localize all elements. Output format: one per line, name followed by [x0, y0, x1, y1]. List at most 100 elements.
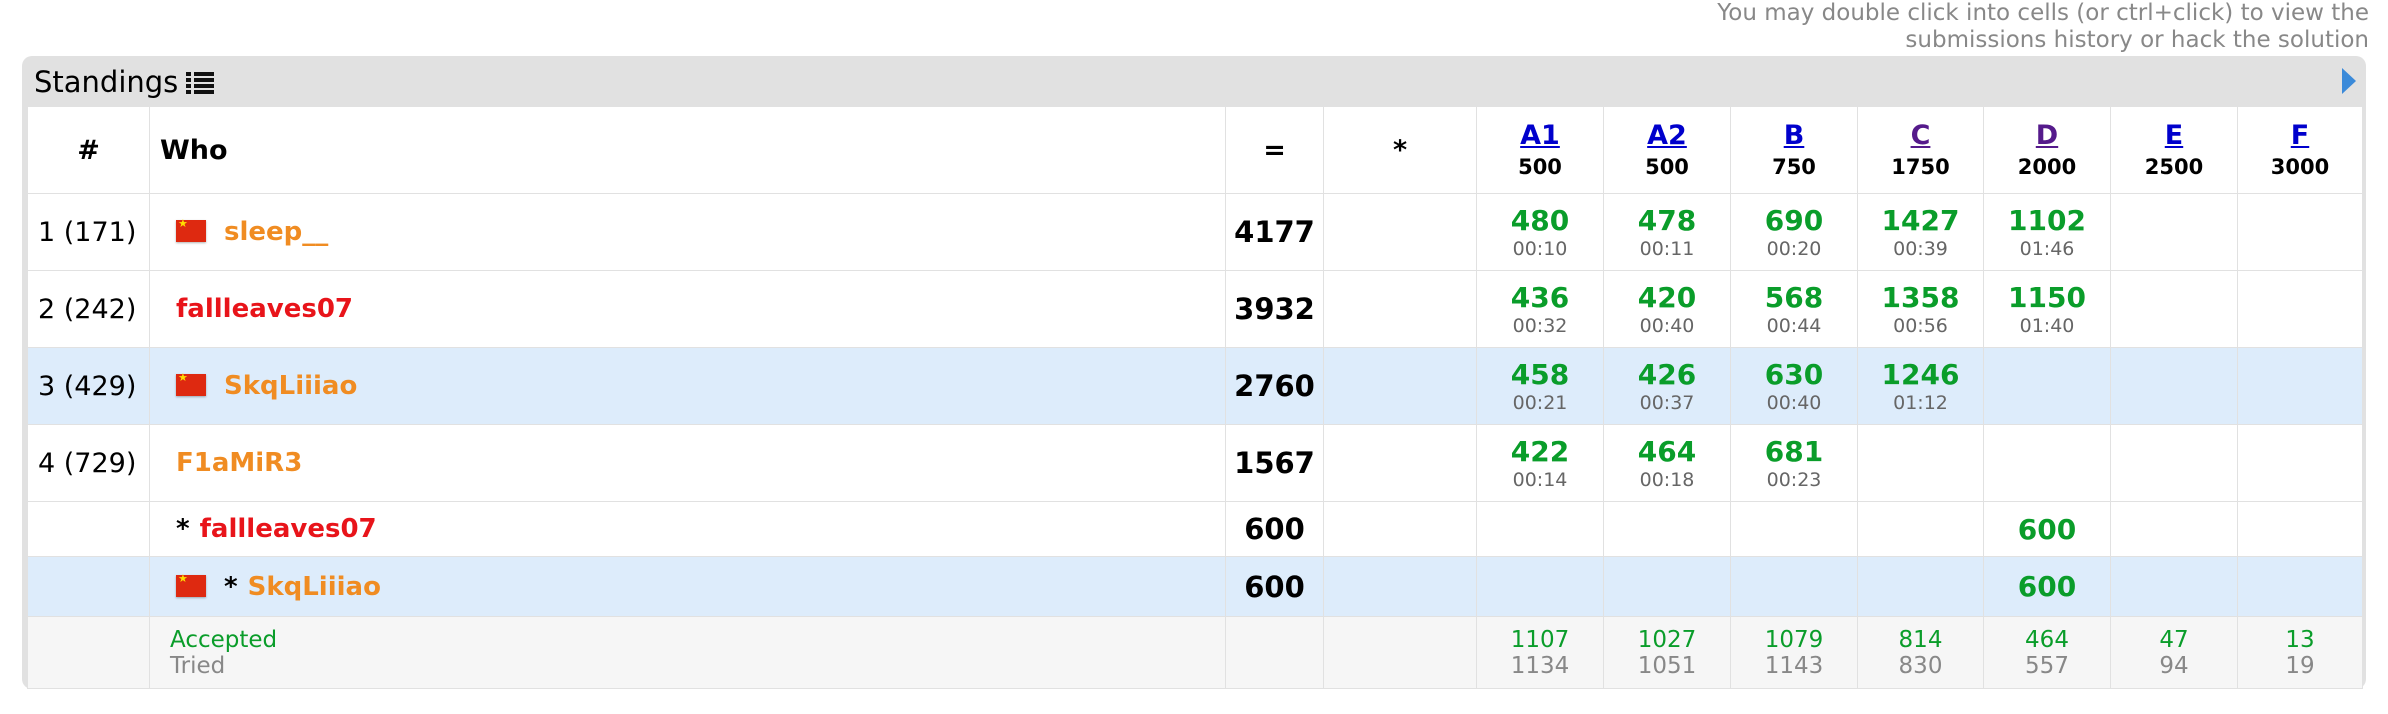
- problem-cell[interactable]: [1476, 556, 1604, 617]
- problem-points-value: 568: [1764, 280, 1824, 314]
- header-rank: #: [27, 106, 150, 194]
- rank-cell: 3 (429): [27, 347, 150, 425]
- score-cell: 1567: [1225, 424, 1324, 502]
- problem-cell[interactable]: [1857, 424, 1984, 502]
- tried-count: 94: [2159, 652, 2189, 679]
- score-cell: 4177: [1225, 193, 1324, 271]
- problem-cell[interactable]: 1358 00:56: [1857, 270, 1984, 348]
- problem-cell[interactable]: 458 00:21: [1476, 347, 1604, 425]
- summary-cell: 464 557: [1983, 616, 2111, 689]
- tried-count: 1134: [1510, 652, 1570, 679]
- problem-cell[interactable]: 1102 01:46: [1983, 193, 2111, 271]
- score-cell: 600: [1225, 556, 1324, 617]
- problem-cell[interactable]: 480 00:10: [1476, 193, 1604, 271]
- problem-cell[interactable]: 630 00:40: [1730, 347, 1858, 425]
- problem-points-value: 1358: [1881, 280, 1960, 314]
- problem-link[interactable]: B: [1783, 120, 1805, 151]
- problem-cell[interactable]: [1857, 556, 1984, 617]
- tried-count: 557: [2025, 652, 2069, 679]
- problem-link[interactable]: D: [2035, 120, 2059, 151]
- problem-cell[interactable]: 1427 00:39: [1857, 193, 1984, 271]
- header-penalty: *: [1323, 106, 1477, 194]
- problem-points: 500: [1518, 155, 1562, 179]
- problem-points-value: 458: [1510, 357, 1570, 391]
- problem-cell[interactable]: [2237, 424, 2363, 502]
- summary-cell: 814 830: [1857, 616, 1984, 689]
- user-handle-link[interactable]: sleep__: [224, 217, 329, 247]
- problem-cell[interactable]: [2110, 270, 2238, 348]
- problem-cell[interactable]: 422 00:14: [1476, 424, 1604, 502]
- submit-time: 00:23: [1766, 468, 1822, 491]
- problem-link[interactable]: E: [2164, 120, 2184, 151]
- score-cell: [1225, 616, 1324, 689]
- problem-cell[interactable]: 681 00:23: [1730, 424, 1858, 502]
- user-handle-link[interactable]: SkqLiiiao: [224, 371, 358, 401]
- problem-points-value: 478: [1637, 203, 1697, 237]
- problem-cell[interactable]: 426 00:37: [1603, 347, 1731, 425]
- china-flag-icon: [176, 217, 206, 242]
- problem-cell[interactable]: 1150 01:40: [1983, 270, 2111, 348]
- problem-cell[interactable]: 436 00:32: [1476, 270, 1604, 348]
- user-handle-link[interactable]: F1aMiR3: [176, 448, 303, 478]
- submit-time: 01:46: [2019, 237, 2075, 260]
- accepted-count: 47: [2159, 626, 2189, 653]
- submit-time: 01:40: [2019, 314, 2075, 337]
- problem-link[interactable]: C: [1910, 120, 1931, 151]
- who-cell: SkqLiiiao: [149, 347, 1226, 425]
- problem-link[interactable]: A2: [1647, 120, 1687, 151]
- problem-cell[interactable]: 420 00:40: [1603, 270, 1731, 348]
- problem-cell[interactable]: [2237, 347, 2363, 425]
- problem-cell[interactable]: 568 00:44: [1730, 270, 1858, 348]
- problem-cell[interactable]: [2237, 556, 2363, 617]
- who-cell: sleep__: [149, 193, 1226, 271]
- china-flag-icon: [176, 371, 206, 396]
- problem-cell[interactable]: 690 00:20: [1730, 193, 1858, 271]
- problem-cell[interactable]: 478 00:11: [1603, 193, 1731, 271]
- submit-time: 00:40: [1766, 391, 1822, 414]
- problem-cell[interactable]: [2237, 270, 2363, 348]
- rank-cell: 1 (171): [27, 193, 150, 271]
- problem-link[interactable]: F: [2290, 120, 2310, 151]
- user-handle-link[interactable]: fallleaves07: [176, 294, 354, 324]
- problem-points-value: 436: [1510, 280, 1570, 314]
- header-problem: A2 500: [1603, 106, 1731, 194]
- problem-cell[interactable]: [2237, 193, 2363, 271]
- problem-cell[interactable]: [1730, 501, 1858, 557]
- problem-cell[interactable]: [2237, 501, 2363, 557]
- submit-time: 00:18: [1639, 468, 1695, 491]
- standings-panel: Standings # Who = * A1 500: [22, 56, 2366, 689]
- user-handle-link[interactable]: SkqLiiiao: [247, 571, 381, 602]
- problem-cell[interactable]: [2110, 347, 2238, 425]
- problem-cell[interactable]: [2110, 501, 2238, 557]
- problem-cell[interactable]: 600: [1983, 501, 2111, 557]
- problem-cell[interactable]: 464 00:18: [1603, 424, 1731, 502]
- problem-cell[interactable]: [1603, 501, 1731, 557]
- problem-cell[interactable]: [2110, 424, 2238, 502]
- problem-points-value: 600: [2017, 512, 2077, 546]
- submit-time: 00:14: [1512, 468, 1568, 491]
- rank-cell: [27, 616, 150, 689]
- problem-cell[interactable]: [1730, 556, 1858, 617]
- header-score: =: [1225, 106, 1324, 194]
- problem-cell[interactable]: [2110, 556, 2238, 617]
- problem-points: 750: [1772, 155, 1816, 179]
- user-handle-link[interactable]: fallleaves07: [199, 514, 377, 544]
- problem-points-value: 1102: [2008, 203, 2086, 237]
- problem-link[interactable]: A1: [1520, 120, 1560, 151]
- panel-title-text: Standings: [34, 65, 179, 99]
- problem-cell[interactable]: [1857, 501, 1984, 557]
- submit-time: 00:44: [1766, 314, 1822, 337]
- submit-time: 00:32: [1512, 314, 1568, 337]
- problem-cell[interactable]: [1983, 424, 2111, 502]
- problem-cell[interactable]: 600: [1983, 556, 2111, 617]
- problem-cell[interactable]: [1476, 501, 1604, 557]
- who-cell: F1aMiR3: [149, 424, 1226, 502]
- expand-arrow-icon[interactable]: [2342, 68, 2356, 94]
- problem-cell[interactable]: [2110, 193, 2238, 271]
- problem-cell[interactable]: [1983, 347, 2111, 425]
- problem-cell[interactable]: 1246 01:12: [1857, 347, 1984, 425]
- list-icon[interactable]: [186, 71, 215, 94]
- accepted-count: 1079: [1764, 626, 1824, 653]
- problem-cell[interactable]: [1603, 556, 1731, 617]
